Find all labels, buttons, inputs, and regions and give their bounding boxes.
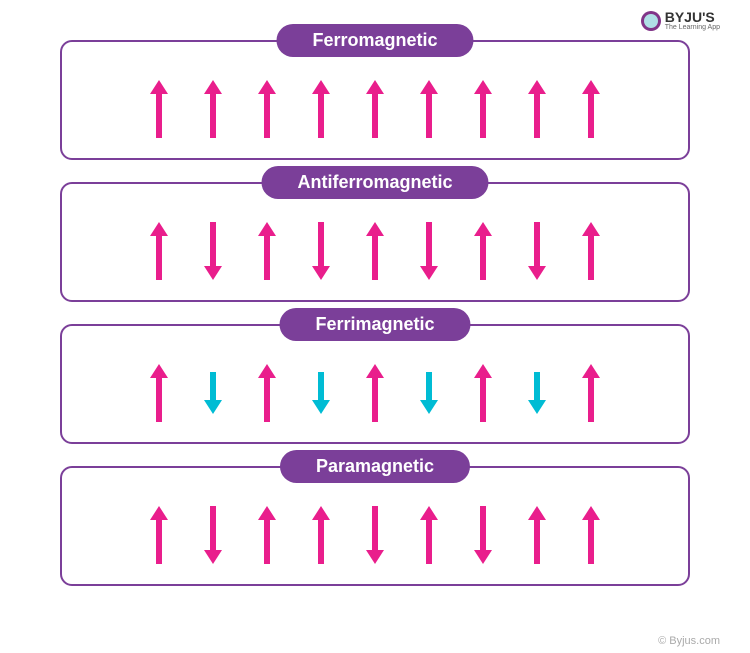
- panel-label-ferromagnetic: Ferromagnetic: [276, 24, 473, 57]
- arrow-up-icon: [418, 80, 440, 138]
- arrow-down-icon: [310, 222, 332, 280]
- panel-label-ferrimagnetic: Ferrimagnetic: [279, 308, 470, 341]
- arrow-up-icon: [472, 80, 494, 138]
- arrow-down-icon: [364, 506, 386, 564]
- arrow-up-icon: [364, 222, 386, 280]
- arrows-row-ferrimagnetic: [62, 326, 688, 442]
- panel-antiferromagnetic: Antiferromagnetic: [60, 182, 690, 302]
- arrows-row-antiferromagnetic: [62, 184, 688, 300]
- arrow-up-icon: [472, 364, 494, 422]
- arrow-up-icon: [310, 80, 332, 138]
- arrow-up-icon: [256, 222, 278, 280]
- arrow-up-icon: [418, 506, 440, 564]
- arrow-up-icon: [364, 364, 386, 422]
- arrow-down-icon: [202, 222, 224, 280]
- panel-label-paramagnetic: Paramagnetic: [280, 450, 470, 483]
- panel-ferrimagnetic: Ferrimagnetic: [60, 324, 690, 444]
- arrow-down-icon: [310, 372, 332, 414]
- arrow-down-icon: [526, 372, 548, 414]
- arrow-up-icon: [202, 80, 224, 138]
- arrow-up-icon: [526, 80, 548, 138]
- arrow-down-icon: [202, 506, 224, 564]
- arrow-down-icon: [472, 506, 494, 564]
- logo-text: BYJU'S The Learning App: [665, 10, 720, 31]
- logo-tagline: The Learning App: [665, 24, 720, 31]
- arrow-up-icon: [364, 80, 386, 138]
- arrow-down-icon: [418, 372, 440, 414]
- arrows-row-paramagnetic: [62, 468, 688, 584]
- logo-icon: [641, 11, 661, 31]
- logo-brand: BYJU'S: [665, 10, 720, 24]
- arrow-up-icon: [526, 506, 548, 564]
- arrow-up-icon: [148, 364, 170, 422]
- arrow-down-icon: [418, 222, 440, 280]
- arrow-up-icon: [580, 222, 602, 280]
- panel-ferromagnetic: Ferromagnetic: [60, 40, 690, 160]
- arrow-up-icon: [256, 364, 278, 422]
- arrow-up-icon: [580, 364, 602, 422]
- panel-paramagnetic: Paramagnetic: [60, 466, 690, 586]
- arrow-up-icon: [148, 222, 170, 280]
- arrow-up-icon: [310, 506, 332, 564]
- arrow-down-icon: [526, 222, 548, 280]
- arrow-up-icon: [148, 506, 170, 564]
- arrow-up-icon: [472, 222, 494, 280]
- panels-container: Ferromagnetic Antiferromagnetic: [60, 40, 690, 586]
- logo: BYJU'S The Learning App: [641, 10, 720, 31]
- arrow-up-icon: [256, 80, 278, 138]
- copyright: © Byjus.com: [658, 635, 720, 647]
- arrow-up-icon: [148, 80, 170, 138]
- arrows-row-ferromagnetic: [62, 42, 688, 158]
- panel-label-antiferromagnetic: Antiferromagnetic: [261, 166, 488, 199]
- arrow-up-icon: [580, 506, 602, 564]
- arrow-up-icon: [580, 80, 602, 138]
- arrow-down-icon: [202, 372, 224, 414]
- arrow-up-icon: [256, 506, 278, 564]
